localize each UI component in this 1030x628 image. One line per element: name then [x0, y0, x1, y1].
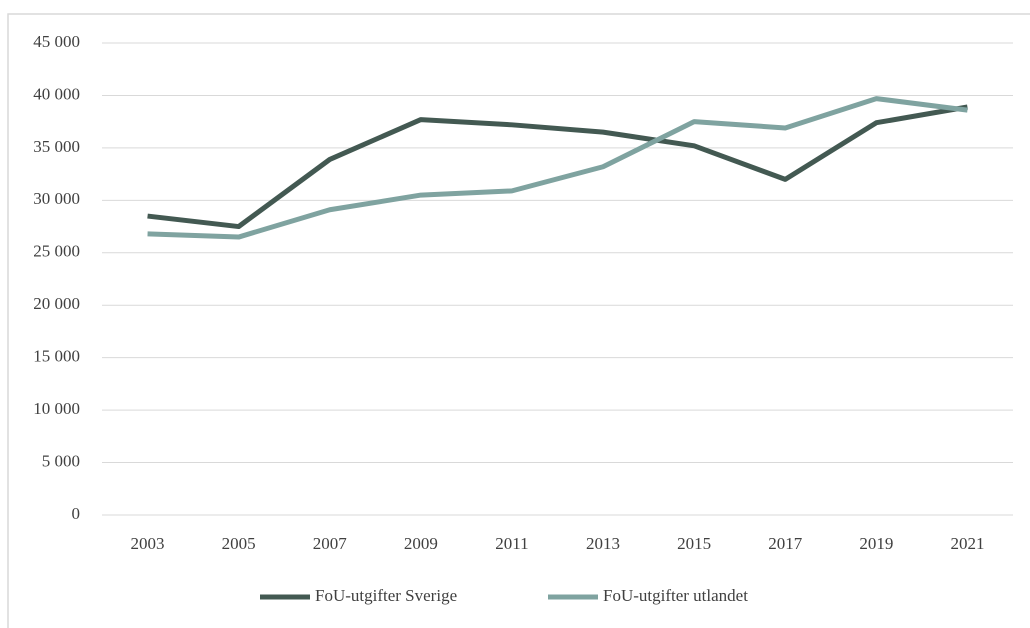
y-tick-label: 40 000 [33, 84, 80, 103]
x-tick-label: 2011 [495, 534, 528, 553]
x-tick-label: 2017 [768, 534, 803, 553]
x-tick-label: 2009 [404, 534, 438, 553]
x-tick-label: 2003 [131, 534, 165, 553]
x-tick-label: 2005 [222, 534, 256, 553]
x-tick-label: 2019 [859, 534, 893, 553]
y-tick-label: 15 000 [33, 347, 80, 366]
legend-label: FoU-utgifter utlandet [603, 586, 748, 605]
x-tick-label: 2021 [950, 534, 984, 553]
y-tick-label: 0 [72, 504, 81, 523]
legend-label: FoU-utgifter Sverige [315, 586, 457, 605]
y-tick-label: 25 000 [33, 242, 80, 261]
y-tick-label: 45 000 [33, 32, 80, 51]
series-line [147, 104, 968, 230]
x-tick-label: 2013 [586, 534, 620, 553]
x-tick-label: 2007 [313, 534, 348, 553]
chart-border [7, 13, 1030, 628]
y-tick-label: 35 000 [33, 137, 80, 156]
y-tick-label: 30 000 [33, 189, 80, 208]
y-tick-label: 10 000 [33, 399, 80, 418]
y-tick-label: 5 000 [42, 451, 80, 470]
x-tick-label: 2015 [677, 534, 711, 553]
series-line [147, 96, 968, 240]
y-tick-label: 20 000 [33, 294, 80, 313]
